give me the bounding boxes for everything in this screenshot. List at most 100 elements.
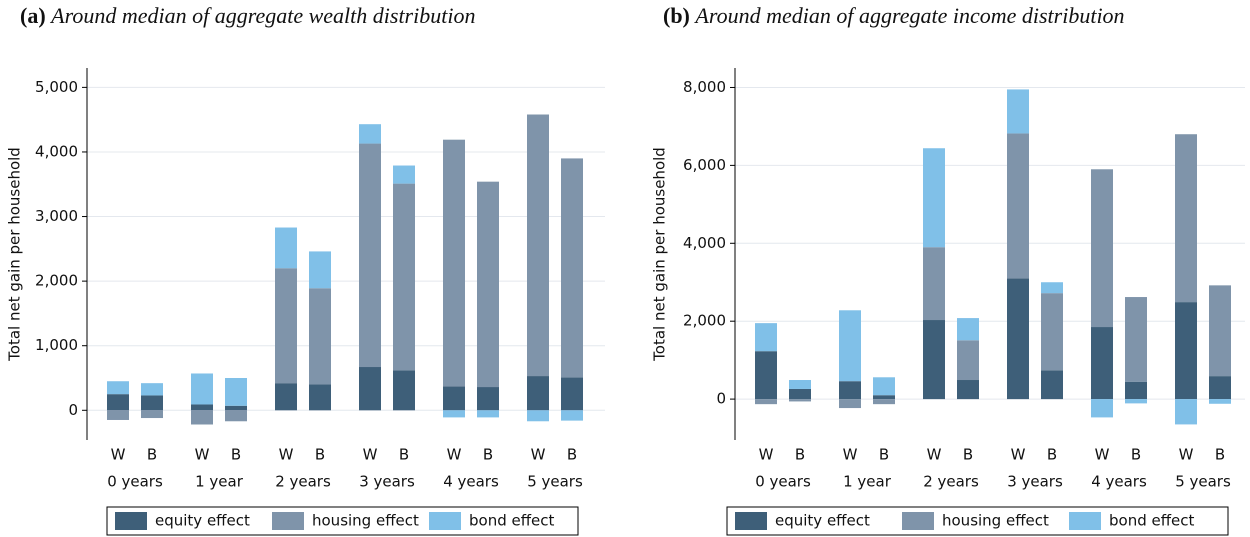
bar-segment xyxy=(873,399,895,405)
group-label: 0 years xyxy=(755,473,811,491)
x-tick-label: B xyxy=(963,446,973,464)
x-tick-label: B xyxy=(1131,446,1141,464)
y-tick-label: 2,000 xyxy=(35,272,78,290)
bar-segment xyxy=(275,227,297,269)
y-tick-label: 0 xyxy=(716,390,726,408)
bar-segment xyxy=(141,410,163,419)
bar-segment xyxy=(443,386,465,411)
bar-segment xyxy=(923,247,945,321)
title-text: Around median of aggregate wealth distri… xyxy=(49,3,475,28)
panel-label: (b) xyxy=(663,3,690,28)
legend-box xyxy=(106,506,579,536)
bar-segment xyxy=(141,395,163,411)
bar-segment xyxy=(1175,134,1197,303)
bar-segment xyxy=(443,410,465,418)
bar-segment xyxy=(561,410,583,421)
bar-segment xyxy=(1175,399,1197,425)
title-text: Around median of aggregate income distri… xyxy=(693,3,1124,28)
legend-swatch xyxy=(429,512,461,530)
bar-segment xyxy=(1125,399,1147,404)
x-tick-label: W xyxy=(447,446,462,464)
bar-segment xyxy=(477,181,499,388)
bar-segment xyxy=(839,399,861,409)
bar-segment xyxy=(359,124,381,144)
group-label: 1 year xyxy=(843,473,892,491)
group-label: 4 years xyxy=(1091,473,1147,491)
y-tick-label: 8,000 xyxy=(683,78,726,96)
y-tick-label: 5,000 xyxy=(35,78,78,96)
legend-label: bond effect xyxy=(469,512,555,530)
group-label: 5 years xyxy=(527,473,583,491)
bar-segment xyxy=(107,394,129,411)
legend-label: housing effect xyxy=(942,512,1049,530)
bar-segment xyxy=(1209,376,1231,400)
bar-segment xyxy=(225,405,247,411)
x-tick-label: W xyxy=(843,446,858,464)
x-tick-label: B xyxy=(879,446,889,464)
bar-segment xyxy=(923,148,945,248)
bar-segment xyxy=(923,320,945,400)
bar-segment xyxy=(1125,297,1147,382)
legend-swatch xyxy=(272,512,304,530)
bar-segment xyxy=(107,381,129,395)
bar-segment xyxy=(873,395,895,400)
group-label: 5 years xyxy=(1175,473,1231,491)
bar-segment xyxy=(1041,293,1063,371)
group-label: 2 years xyxy=(923,473,979,491)
bar-segment xyxy=(393,183,415,371)
group-label: 3 years xyxy=(359,473,415,491)
bar-segment xyxy=(957,340,979,381)
bar-segment xyxy=(309,384,331,411)
y-tick-label: 4,000 xyxy=(683,234,726,252)
bar-segment xyxy=(527,114,549,377)
bar-segment xyxy=(561,377,583,411)
bar-segment xyxy=(477,387,499,411)
y-tick-label: 4,000 xyxy=(35,142,78,160)
y-tick-label: 2,000 xyxy=(683,312,726,330)
group-label: 3 years xyxy=(1007,473,1063,491)
x-tick-label: B xyxy=(399,446,409,464)
y-tick-label: 1,000 xyxy=(35,336,78,354)
x-tick-label: W xyxy=(1011,446,1026,464)
x-tick-label: W xyxy=(195,446,210,464)
y-axis-label: Total net gain per household xyxy=(6,147,24,362)
legend-swatch xyxy=(1069,512,1101,530)
y-axis-label: Total net gain per household xyxy=(651,147,669,362)
panel-title: (b) Around median of aggregate income di… xyxy=(663,3,1125,28)
bar-segment xyxy=(191,404,213,411)
bar-segment xyxy=(1091,399,1113,418)
bar-segment xyxy=(755,399,777,405)
x-tick-label: W xyxy=(531,446,546,464)
bar-segment xyxy=(393,370,415,411)
x-tick-label: B xyxy=(1047,446,1057,464)
bar-segment xyxy=(1175,302,1197,400)
x-tick-label: B xyxy=(315,446,325,464)
panel-label: (a) xyxy=(20,3,46,28)
bar-segment xyxy=(1091,169,1113,328)
x-tick-label: B xyxy=(1215,446,1225,464)
bar-segment xyxy=(839,310,861,382)
y-tick-label: 6,000 xyxy=(683,156,726,174)
bar-segment xyxy=(957,318,979,341)
bar-segment xyxy=(1041,370,1063,400)
bar-segment xyxy=(191,373,213,405)
bar-segment xyxy=(527,410,549,422)
y-tick-label: 3,000 xyxy=(35,207,78,225)
bar-segment xyxy=(1209,399,1231,404)
bar-segment xyxy=(1007,278,1029,400)
x-tick-label: W xyxy=(759,446,774,464)
bar-segment xyxy=(561,158,583,378)
legend-label: housing effect xyxy=(312,512,419,530)
bar-segment xyxy=(225,410,247,422)
bar-segment xyxy=(957,380,979,400)
legend-swatch xyxy=(115,512,147,530)
legend-swatch xyxy=(902,512,934,530)
bar-segment xyxy=(225,378,247,406)
legend-label: equity effect xyxy=(775,512,870,530)
bar-segment xyxy=(1091,327,1113,400)
bar-segment xyxy=(839,381,861,400)
bar-segment xyxy=(275,268,297,384)
legend-swatch xyxy=(735,512,767,530)
x-tick-label: B xyxy=(567,446,577,464)
